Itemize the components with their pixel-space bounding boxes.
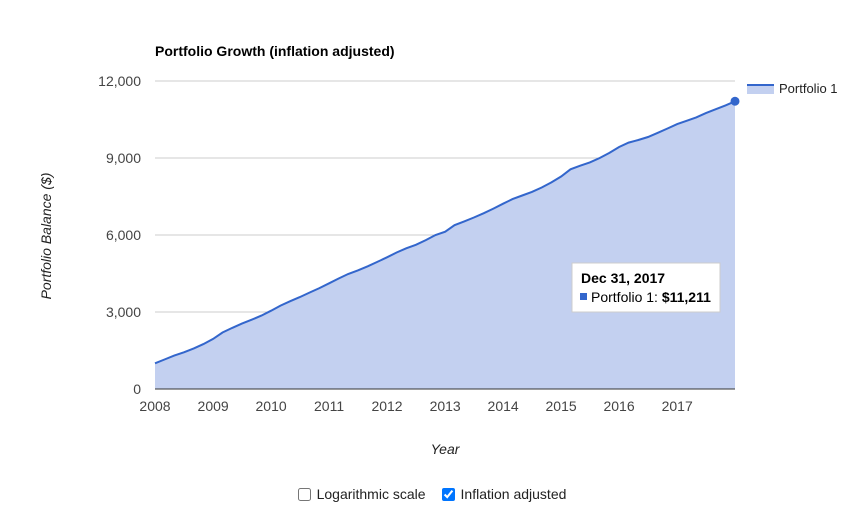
inflation-adjusted-toggle[interactable]: Inflation adjusted (441, 486, 567, 502)
x-tick-label: 2016 (603, 398, 634, 414)
x-axis-label: Year (431, 441, 461, 457)
x-tick-label: 2011 (314, 398, 344, 414)
log-scale-label: Logarithmic scale (316, 486, 426, 502)
y-tick-label: 9,000 (106, 150, 141, 166)
portfolio-growth-chart: Portfolio Growth (inflation adjusted) 0 3… (38, 43, 838, 457)
y-tick-label: 12,000 (98, 73, 141, 89)
portfolio-1-endpoint-marker[interactable] (730, 96, 740, 106)
tooltip-box (571, 262, 721, 313)
y-tick-label: 0 (133, 381, 141, 397)
tooltip-date: Dec 31, 2017 (581, 270, 665, 286)
tooltip-value: $11,211 (662, 289, 711, 305)
chart-title: Portfolio Growth (inflation adjusted) (155, 43, 395, 59)
legend-swatch (747, 84, 774, 94)
log-scale-checkbox[interactable] (297, 487, 311, 501)
x-tick-label: 2014 (488, 398, 519, 414)
x-tick-label: 2012 (371, 398, 402, 414)
log-scale-toggle[interactable]: Logarithmic scale (297, 486, 426, 502)
tooltip: Dec 31, 2017 Portfolio 1: $11,211 (571, 262, 721, 313)
tooltip-series-row: Portfolio 1: $11,211 (591, 289, 711, 305)
inflation-adjusted-label: Inflation adjusted (460, 486, 567, 502)
x-tick-label: 2015 (546, 398, 577, 414)
legend[interactable]: Portfolio 1 (747, 81, 838, 96)
x-tick-label: 2009 (198, 398, 229, 414)
x-tick-label: 2017 (662, 398, 693, 414)
x-tick-label: 2010 (256, 398, 287, 414)
x-tick-labels: 2008 2009 2010 2011 2012 2013 2014 2015 2016 2017 (139, 398, 693, 414)
portfolio-1-area (155, 101, 735, 390)
y-axis-label: Portfolio Balance ($) (38, 173, 54, 300)
x-tick-label: 2013 (430, 398, 461, 414)
y-tick-label: 6,000 (106, 227, 141, 243)
y-tick-labels: 0 3,000 6,000 9,000 12,000 (98, 73, 141, 397)
legend-label-portfolio-1: Portfolio 1 (779, 81, 838, 96)
portfolio-1-line (154, 100, 736, 365)
y-tick-label: 3,000 (106, 304, 141, 320)
tooltip-series-label: Portfolio 1: (591, 289, 662, 305)
tooltip-series-swatch (580, 293, 587, 300)
x-tick-label: 2008 (139, 398, 170, 414)
inflation-adjusted-checkbox[interactable] (441, 487, 455, 501)
chart-controls: Logarithmic scale Inflation adjusted (0, 486, 864, 502)
